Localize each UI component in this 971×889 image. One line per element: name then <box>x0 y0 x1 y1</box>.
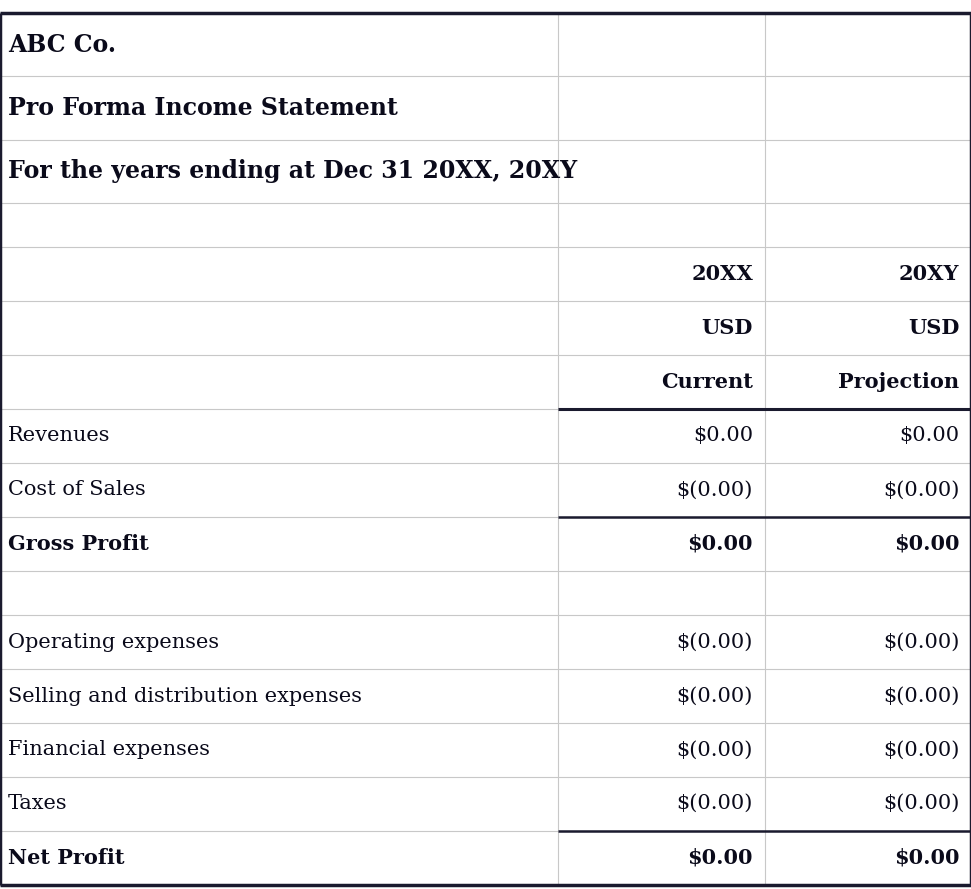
Text: 20XY: 20XY <box>899 264 959 284</box>
Text: Selling and distribution expenses: Selling and distribution expenses <box>8 686 362 706</box>
Text: $(0.00): $(0.00) <box>677 686 753 706</box>
Text: Net Profit: Net Profit <box>8 847 124 868</box>
Text: Projection: Projection <box>838 372 959 392</box>
Text: Taxes: Taxes <box>8 794 67 813</box>
Text: $0.00: $0.00 <box>687 533 753 554</box>
Text: $0.00: $0.00 <box>693 427 753 445</box>
Text: $0.00: $0.00 <box>899 427 959 445</box>
Text: Revenues: Revenues <box>8 427 111 445</box>
Text: $(0.00): $(0.00) <box>883 794 959 813</box>
Text: Cost of Sales: Cost of Sales <box>8 480 146 500</box>
Text: $(0.00): $(0.00) <box>883 741 959 759</box>
Text: $(0.00): $(0.00) <box>677 794 753 813</box>
Text: $(0.00): $(0.00) <box>883 480 959 500</box>
Text: $(0.00): $(0.00) <box>677 741 753 759</box>
Text: 20XX: 20XX <box>691 264 753 284</box>
Text: For the years ending at Dec 31 20XX, 20XY: For the years ending at Dec 31 20XX, 20X… <box>8 159 577 183</box>
Text: Financial expenses: Financial expenses <box>8 741 210 759</box>
Text: USD: USD <box>908 318 959 338</box>
Text: $(0.00): $(0.00) <box>677 480 753 500</box>
Text: $(0.00): $(0.00) <box>677 633 753 652</box>
Text: Current: Current <box>661 372 753 392</box>
Text: Gross Profit: Gross Profit <box>8 533 149 554</box>
Text: Pro Forma Income Statement: Pro Forma Income Statement <box>8 96 397 120</box>
Text: $(0.00): $(0.00) <box>883 633 959 652</box>
Text: $0.00: $0.00 <box>687 847 753 868</box>
Text: $0.00: $0.00 <box>894 533 959 554</box>
Text: ABC Co.: ABC Co. <box>8 33 116 57</box>
Text: $0.00: $0.00 <box>894 847 959 868</box>
Text: USD: USD <box>702 318 753 338</box>
Text: Operating expenses: Operating expenses <box>8 633 218 652</box>
Text: $(0.00): $(0.00) <box>883 686 959 706</box>
